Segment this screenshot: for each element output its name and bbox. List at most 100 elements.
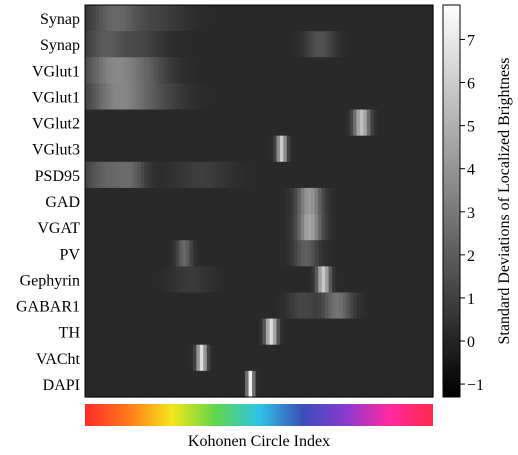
heatmap-cell <box>161 109 166 137</box>
heatmap-cell <box>241 161 246 189</box>
heatmap-cell <box>109 135 114 163</box>
heatmap-cell <box>384 318 389 346</box>
heatmap-cell <box>412 57 417 84</box>
heatmap-cell <box>105 214 110 241</box>
heatmap-cell <box>380 83 385 111</box>
heatmap-cell <box>429 187 434 215</box>
heatmap-cell <box>168 266 173 294</box>
heatmap-cell <box>391 266 396 294</box>
heatmap-cell <box>321 266 326 294</box>
heatmap-cell <box>234 292 239 320</box>
heatmap-cell <box>123 292 128 320</box>
heatmap-cell <box>224 266 229 294</box>
heatmap-cell <box>412 83 417 111</box>
heatmap-cell <box>366 292 371 320</box>
heatmap-cell <box>415 109 420 137</box>
heatmap-cell <box>231 161 236 189</box>
heatmap-cell <box>370 187 375 215</box>
heatmap-cell <box>325 370 330 398</box>
heatmap-cell <box>147 5 152 32</box>
heatmap-cell <box>346 187 351 215</box>
heatmap-cell <box>144 83 149 111</box>
heatmap-cell <box>419 5 424 32</box>
heatmap-cell <box>321 318 326 346</box>
heatmap-cell <box>265 5 271 32</box>
heatmap-cell <box>119 344 124 372</box>
heatmap-cell <box>293 370 298 398</box>
heatmap-cell <box>172 187 177 215</box>
heatmap-cell <box>269 292 274 320</box>
heatmap-cell <box>109 370 114 398</box>
heatmap-cell <box>359 109 364 137</box>
heatmap-cell <box>178 187 184 215</box>
heatmap-cell <box>161 344 166 372</box>
heatmap-cell <box>276 318 281 346</box>
heatmap-cell <box>297 370 302 398</box>
heatmap-cell <box>325 214 330 241</box>
heatmap-cell <box>227 214 232 241</box>
heatmap-frame <box>84 4 434 398</box>
heatmap-cell <box>311 161 316 189</box>
heatmap-cell <box>276 135 281 163</box>
heatmap-cell <box>196 161 201 189</box>
heatmap-cell <box>154 161 159 189</box>
heatmap-cell <box>401 5 406 32</box>
heatmap-cell <box>203 161 208 189</box>
heatmap-cell <box>109 5 114 32</box>
heatmap-cell <box>384 187 389 215</box>
heatmap-cell <box>405 344 410 372</box>
heatmap-cell <box>328 31 333 58</box>
heatmap-cell <box>269 370 274 398</box>
heatmap-cell <box>144 5 149 32</box>
heatmap-cell <box>297 318 302 346</box>
heatmap-cell <box>307 187 312 215</box>
heatmap-cell <box>352 57 358 84</box>
heatmap-cell <box>255 109 260 137</box>
heatmap-cell <box>279 161 284 189</box>
heatmap-cell <box>290 135 295 163</box>
heatmap-cell <box>325 31 330 58</box>
heatmap-cell <box>168 214 173 241</box>
heatmap-cell <box>189 5 194 32</box>
heatmap-cell <box>426 31 431 58</box>
heatmap-cell <box>165 214 170 241</box>
heatmap-cell <box>384 109 389 137</box>
heatmap-cell <box>318 31 323 58</box>
heatmap-cell <box>102 292 107 320</box>
heatmap-cell <box>189 83 194 111</box>
heatmap-cell <box>158 266 163 294</box>
heatmap-cell <box>391 57 396 84</box>
heatmap-cell <box>283 135 288 163</box>
heatmap-cell <box>408 266 413 294</box>
heatmap-cell <box>335 109 340 137</box>
heatmap-cell <box>429 57 434 84</box>
heatmap-cell <box>387 135 392 163</box>
heatmap-cell <box>123 135 128 163</box>
heatmap-cell <box>276 5 281 32</box>
heatmap-cell <box>352 370 358 398</box>
heatmap-cell <box>123 31 128 58</box>
heatmap-cell <box>349 187 354 215</box>
heatmap-cell <box>311 344 316 372</box>
heatmap-cell <box>339 292 344 320</box>
row-label: VGlut1 <box>32 63 80 80</box>
heatmap-cell <box>415 318 420 346</box>
heatmap-cell <box>286 187 291 215</box>
heatmap-cell <box>231 135 236 163</box>
heatmap-cell <box>286 161 291 189</box>
heatmap-cell <box>359 161 364 189</box>
heatmap-cell <box>245 240 250 267</box>
heatmap-cell <box>321 135 326 163</box>
heatmap-cell <box>137 109 142 137</box>
heatmap-cell <box>265 318 271 346</box>
heatmap-cell <box>293 109 298 137</box>
heatmap-cell <box>426 266 431 294</box>
heatmap-cell <box>391 344 396 372</box>
heatmap-cell <box>342 318 347 346</box>
heatmap-cell <box>405 266 410 294</box>
heatmap-cell <box>405 292 410 320</box>
heatmap-cell <box>220 292 225 320</box>
heatmap-cell <box>349 344 354 372</box>
heatmap-cell <box>137 214 142 241</box>
heatmap-cell <box>203 240 208 267</box>
